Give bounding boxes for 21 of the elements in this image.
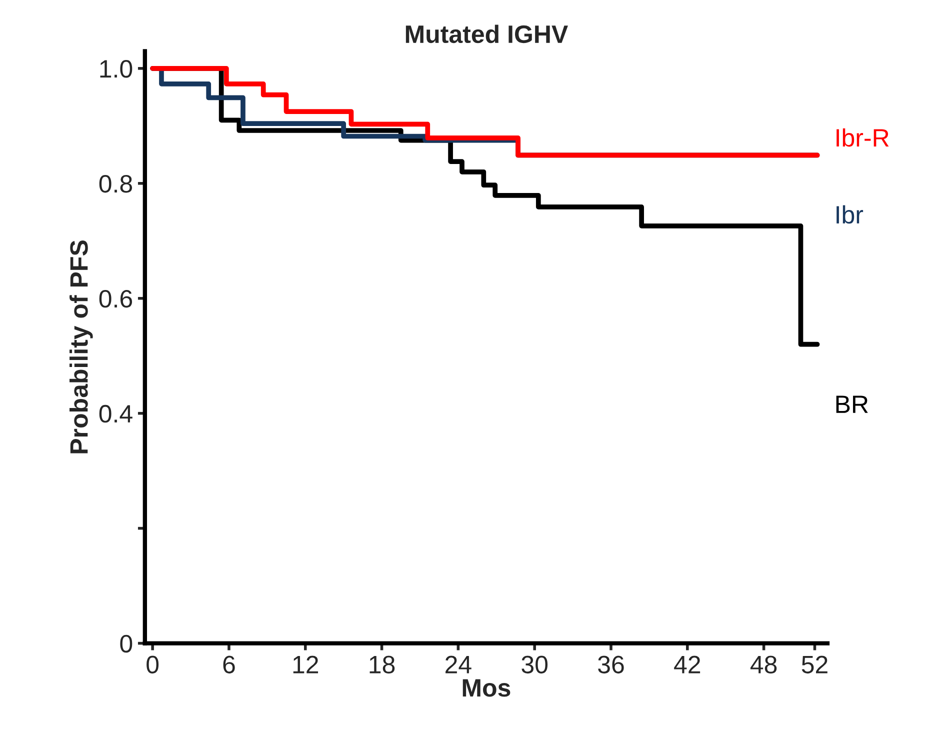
x-tick-label: 36 [598,656,624,674]
x-tick-label: 42 [674,656,700,674]
y-tick-label: 0.4 [99,404,132,423]
x-tick-label: 52 [802,656,828,674]
y-axis-title: Probability of PFS [70,240,93,454]
x-tick-label: 30 [522,656,548,674]
y-tick-label: 1.0 [100,60,132,78]
y-tick-label: 0 [120,634,132,653]
x-axis-title: Mos [462,679,510,697]
x-tick-label: 48 [750,656,777,674]
y-tick-label: 0.6 [99,290,132,308]
y-tick-label: 0.8 [99,174,132,193]
text: BR [836,396,868,413]
text: Ibr [836,205,864,224]
x-tick-label: 12 [293,656,318,674]
chart-title: Mutated IGHV [406,24,568,44]
series-label: Ibr-R [836,128,889,147]
x-tick-label: 18 [370,656,395,674]
x-tick-label: 24 [446,656,472,674]
x-tick-label: 6 [223,656,235,674]
x-tick-label: 0 [146,656,159,674]
